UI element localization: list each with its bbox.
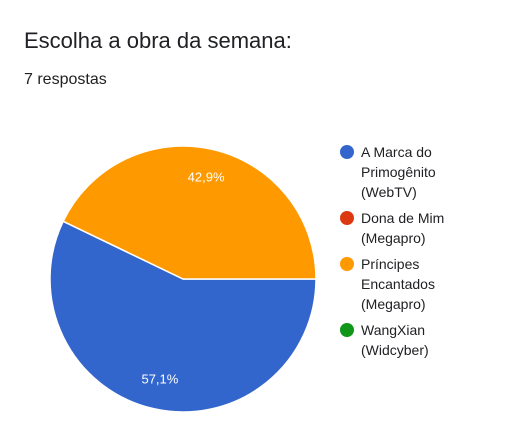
pie-labels: 57,1% 42,9% — [141, 169, 224, 386]
legend-label: WangXian (Widcyber) — [361, 322, 429, 358]
pie-slice-1[interactable] — [49, 220, 317, 413]
legend-item[interactable]: Dona de Mim (Megapro) — [340, 208, 505, 248]
response-count: 7 respostas — [24, 71, 107, 88]
legend-swatch — [340, 145, 354, 159]
legend-label: A Marca do Primogênito (WebTV) — [361, 144, 436, 200]
pie-slice-3[interactable] — [62, 145, 317, 280]
slice-percent-label: 57,1% — [141, 372, 178, 387]
chart-title: Escolha a obra da semana: — [24, 28, 292, 53]
slice-percent-label: 42,9% — [188, 169, 225, 184]
legend-label: Príncipes Encantados (Megapro) — [361, 256, 435, 312]
legend-swatch — [340, 323, 354, 337]
chart-legend: A Marca do Primogênito (WebTV) Dona de Mi… — [340, 142, 505, 366]
legend-item[interactable]: A Marca do Primogênito (WebTV) — [340, 142, 505, 202]
legend-item[interactable]: WangXian (Widcyber) — [340, 320, 505, 360]
legend-item[interactable]: Príncipes Encantados (Megapro) — [340, 254, 505, 314]
pie-slices — [49, 145, 317, 413]
legend-swatch — [340, 211, 354, 225]
legend-label: Dona de Mim (Megapro) — [361, 210, 445, 246]
legend-swatch — [340, 257, 354, 271]
